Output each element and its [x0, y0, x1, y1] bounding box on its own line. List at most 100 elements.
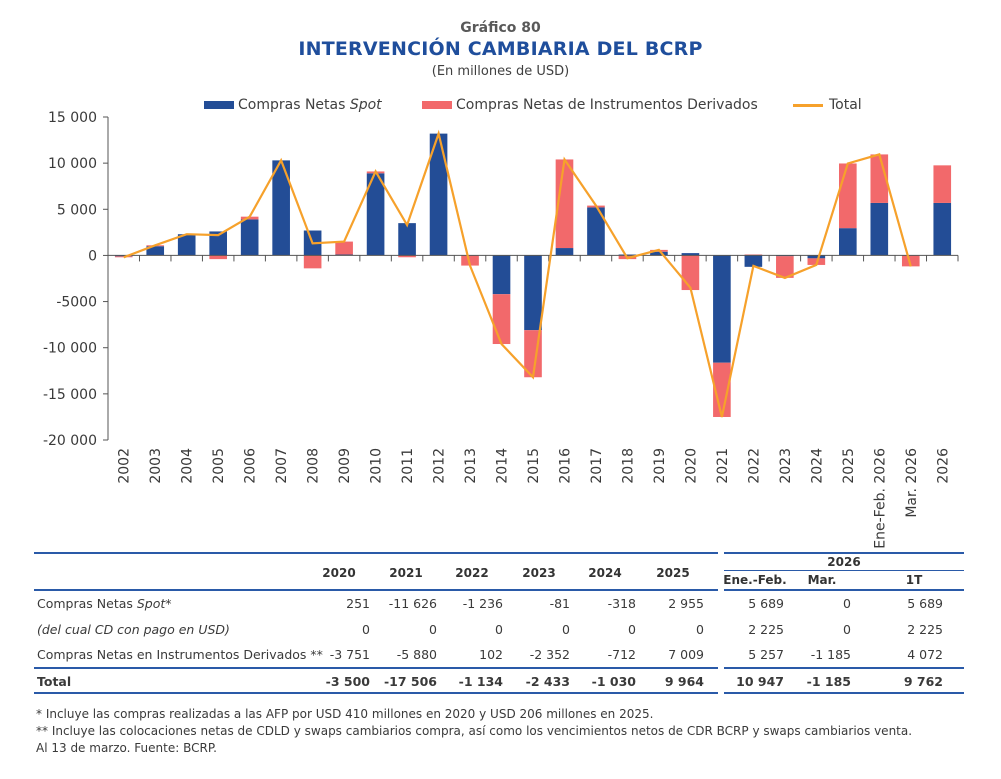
x-tick-label: 2018 [620, 448, 636, 484]
bar-spot [839, 228, 857, 256]
x-tick-label: 2002 [117, 448, 133, 484]
table-rule-bottom-right [724, 692, 964, 694]
table-cell: -1 185 [806, 674, 851, 689]
table-cell: 0 [843, 622, 851, 637]
table-cell: 251 [346, 596, 370, 611]
table-cell: 7 009 [668, 647, 704, 662]
bar-derivatives [209, 255, 227, 260]
table-cell: -3 751 [329, 647, 370, 662]
table-cell: -17 506 [383, 674, 437, 689]
table-col-header: 2024 [588, 566, 622, 580]
y-tick-label: 0 [88, 248, 97, 264]
y-tick-label: 15 000 [48, 110, 97, 126]
legend-swatch-total [793, 103, 823, 107]
table-cell: -5 880 [396, 647, 437, 662]
x-tick-label: 2007 [274, 448, 290, 484]
table-cell: 5 257 [748, 647, 784, 662]
x-tick-label: 2011 [400, 448, 416, 484]
x-tick-label: 2016 [557, 448, 573, 484]
table-cell: 0 [843, 596, 851, 611]
y-tick-label: 5 000 [57, 202, 97, 218]
row-label-text: Total [37, 674, 72, 689]
table-cell: 5 689 [748, 596, 784, 611]
x-tick-label: 2020 [683, 448, 699, 484]
table-cell: -1 185 [810, 647, 851, 662]
table-cell: -2 352 [529, 647, 570, 662]
table-cell: -1 236 [462, 596, 503, 611]
bar-derivatives [681, 255, 700, 291]
bar-derivatives [461, 255, 479, 266]
bar-spot [744, 255, 763, 267]
x-tick-label: 2008 [306, 448, 322, 484]
y-tick-label: -10 000 [43, 341, 97, 357]
legend-item-derivatives: Compras Netas de Instrumentos Derivados [422, 97, 758, 113]
table-col-header: 2020 [322, 566, 356, 580]
table-col-header: 2022 [455, 566, 489, 580]
table-cell: -318 [607, 596, 636, 611]
legend-swatch-derivatives [422, 101, 452, 109]
table-rule-bottom-left [34, 692, 718, 694]
table-rule-header-left [34, 589, 718, 591]
bar-derivatives [303, 255, 322, 269]
bar-derivatives [901, 255, 920, 267]
table-col-header: 1T [905, 573, 923, 587]
x-tick-label: 2023 [778, 448, 794, 484]
x-tick-label: 2015 [526, 448, 542, 484]
table-rule-total-right [724, 667, 964, 669]
footnote-source: Al 13 de marzo. Fuente: BCRP. [36, 741, 217, 755]
bar-derivatives [492, 294, 511, 345]
table-col-header: 2023 [522, 566, 556, 580]
bar-derivatives [776, 256, 794, 278]
table-cell: 5 689 [907, 596, 943, 611]
table-cell: 0 [696, 622, 704, 637]
y-tick-label: 10 000 [48, 156, 97, 172]
y-tick-label: -15 000 [43, 387, 97, 403]
bar-derivatives [398, 255, 416, 258]
x-tick-label: 2003 [148, 448, 164, 484]
bar-spot [587, 207, 605, 256]
table-cell: 0 [429, 622, 437, 637]
x-tick-label: 2026 [935, 448, 951, 484]
chart-plot: 15 000 10 000 5 000 0 -5000 -10 000 -15 000 -20… [43, 110, 959, 549]
bar-derivatives [335, 241, 353, 255]
row-label-text: Compras Netas [37, 596, 137, 611]
table-row-label: (del cual CD con pago en USD) [37, 622, 230, 637]
table-cell: -1 134 [458, 674, 503, 689]
row-label-italic: Spot* [136, 596, 172, 611]
x-tick-label: 2022 [746, 448, 762, 484]
chart-title: INTERVENCIÓN CAMBIARIA DEL BCRP [298, 38, 703, 60]
bar-derivatives [839, 163, 857, 229]
footnote-1: * Incluye las compras realizadas a las A… [36, 707, 654, 721]
x-tick-label: 2019 [652, 448, 668, 484]
bar-spot [177, 234, 196, 256]
table-cell: 4 072 [907, 647, 943, 662]
table-cell: 0 [495, 622, 503, 637]
table-cell: -2 433 [525, 674, 570, 689]
table-cell: 0 [562, 622, 570, 637]
footnotes: * Incluye las compras realizadas a las A… [36, 706, 912, 757]
table-col-header: 2025 [656, 566, 690, 580]
bar-derivatives [555, 159, 574, 249]
table-rule-top-right [724, 552, 964, 554]
bar-spot [713, 255, 731, 363]
x-tick-label: 2010 [369, 448, 385, 484]
chart-kicker: Gráfico 80 [460, 20, 541, 36]
table-cell: -3 500 [325, 674, 370, 689]
table-cell: 102 [479, 647, 503, 662]
bar-spot [398, 223, 416, 256]
x-tick-label: 2013 [463, 448, 479, 484]
row-label-italic: (del cual CD con pago en USD) [37, 622, 230, 637]
x-tick-label: 2005 [211, 448, 227, 484]
table-rule-group [724, 570, 964, 571]
x-tick-label: 2017 [589, 448, 605, 484]
x-tick-label: 2021 [715, 448, 731, 484]
x-tick-label: Ene-Feb. 2026 [872, 448, 888, 549]
x-tick-label: 2014 [495, 448, 511, 484]
bar-spot [366, 173, 385, 256]
x-tick-label: 2024 [809, 448, 825, 484]
bar-derivatives [240, 216, 259, 220]
table-col-header: Mar. [807, 573, 837, 587]
table-cell: 0 [362, 622, 370, 637]
legend-swatch-spot [204, 101, 234, 109]
table-rule-total-left [34, 667, 718, 669]
